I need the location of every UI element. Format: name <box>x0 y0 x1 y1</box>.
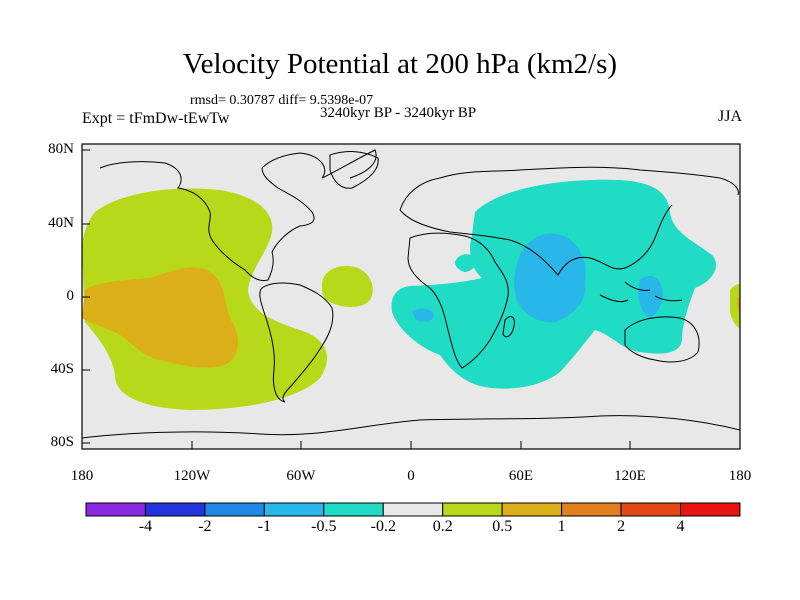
contour-region-lightblue-indian <box>514 233 586 323</box>
colorbar-label: 0.2 <box>432 518 453 535</box>
colorbar-box <box>680 502 741 517</box>
colorbar-label: -1 <box>257 518 272 535</box>
contour-region-yellowgreen-dateline <box>730 283 740 329</box>
ytick-label: 40N <box>48 215 74 231</box>
coastline-southeast-asia <box>599 281 683 303</box>
ytick-label: 0 <box>66 288 75 304</box>
map-title: Velocity Potential at 200 hPa (km2/s) <box>182 48 618 80</box>
colorbar-box <box>263 502 325 517</box>
coastline-australia <box>624 316 700 363</box>
coastline-north-america <box>99 149 377 281</box>
xtick-label: 0 <box>407 468 415 484</box>
xtick-label: 60E <box>508 468 534 484</box>
ytick-label: 40S <box>50 361 74 377</box>
colorbar-label: -4 <box>138 518 153 535</box>
experiment-label: Expt = tFmDw-tEwTw <box>82 110 230 127</box>
period-label: 3240kyr BP - 3240kyr BP <box>320 105 477 121</box>
colorbar-box <box>204 502 265 517</box>
colorbar-label: -0.2 <box>370 518 396 535</box>
colorbar-box <box>561 502 622 517</box>
xtick-label: 120W <box>173 468 211 484</box>
contour-region-orange-pacific <box>82 267 238 368</box>
colorbar-label: 2 <box>617 518 626 535</box>
colorbar-label: 1 <box>557 518 566 535</box>
colorbar-label: -2 <box>198 518 212 535</box>
coastline-south-america <box>259 282 334 403</box>
ytick-label: 80N <box>48 141 74 157</box>
contour-region-orange-dateline <box>737 296 740 315</box>
ytick-label: 80S <box>50 434 74 450</box>
colorbar <box>85 502 741 517</box>
colorbar-box <box>620 502 681 517</box>
coastline-africa <box>407 232 509 369</box>
colorbar-box <box>501 502 563 517</box>
contour-region-teal-westafrica <box>455 254 476 272</box>
season-label: JJA <box>717 108 742 125</box>
contour-region-lightblue-southwest <box>412 308 434 322</box>
axis-ticks <box>81 149 741 449</box>
contour-region-lightblue-pacific <box>638 275 663 318</box>
colorbar-box <box>382 502 444 517</box>
xtick-label: 180 <box>728 468 752 484</box>
contour-region-yellowgreen-atlantic <box>322 265 373 307</box>
colorbar-box <box>144 502 206 517</box>
colorbar-label: -0.5 <box>311 518 337 535</box>
colorbar-box <box>442 502 503 517</box>
colorbar-label: 0.5 <box>492 518 513 535</box>
coastline-antarctica <box>82 415 740 439</box>
xtick-label: 180 <box>70 468 94 484</box>
coastline-madagascar <box>502 316 515 338</box>
stats-label: rmsd= 0.30787 diff= 9.5398e-07 <box>190 93 374 108</box>
coastlines <box>82 149 740 439</box>
xtick-label: 120E <box>614 468 646 484</box>
coastline-greenland <box>329 151 379 189</box>
colorbar-box <box>85 502 146 517</box>
xtick-label: 60W <box>286 468 316 484</box>
colorbar-label: 4 <box>676 518 685 535</box>
contour-fills <box>82 179 740 410</box>
colorbar-box <box>323 502 384 517</box>
coastline-europe-asia <box>399 166 739 276</box>
